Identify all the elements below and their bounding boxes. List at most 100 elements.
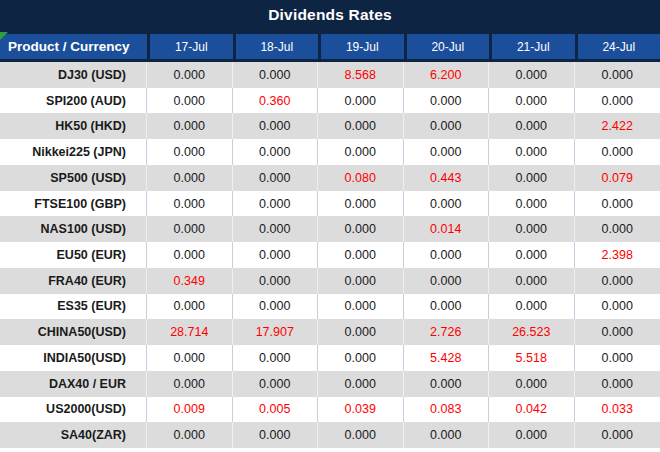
date-header-cell: 20-Jul	[404, 34, 490, 59]
value-cell: 2.726	[404, 319, 490, 345]
value-cell: 2.398	[575, 242, 660, 268]
value-cell: 0.000	[318, 422, 404, 448]
date-header-cell: 17-Jul	[147, 34, 233, 59]
value-cell: 0.000	[575, 371, 660, 397]
table-row: ES35 (EUR)0.0000.0000.0000.0000.0000.000	[0, 294, 660, 320]
value-cell: 0.000	[318, 113, 404, 139]
product-cell: US2000(USD)	[0, 397, 147, 423]
value-cell: 0.349	[147, 268, 233, 294]
table-row: DJ30 (USD)0.0000.0008.5686.2000.0000.000	[0, 62, 660, 88]
date-header-cell: 18-Jul	[233, 34, 319, 59]
table-row: HK50 (HKD)0.0000.0000.0000.0000.0002.422	[0, 113, 660, 139]
value-cell: 0.000	[404, 371, 490, 397]
product-cell: SP500 (USD)	[0, 165, 147, 191]
value-cell: 0.000	[318, 242, 404, 268]
value-cell: 0.000	[233, 113, 319, 139]
table-row: FRA40 (EUR)0.3490.0000.0000.0000.0000.00…	[0, 268, 660, 294]
value-cell: 0.042	[489, 397, 575, 423]
value-cell: 0.000	[489, 242, 575, 268]
value-cell: 0.000	[575, 216, 660, 242]
value-cell: 0.000	[575, 191, 660, 217]
table-row: EU50 (EUR)0.0000.0000.0000.0000.0002.398	[0, 242, 660, 268]
value-cell: 0.000	[147, 345, 233, 371]
value-cell: 0.000	[575, 62, 660, 88]
product-cell: Nikkei225 (JPN)	[0, 139, 147, 165]
value-cell: 0.033	[575, 397, 660, 423]
value-cell: 0.014	[404, 216, 490, 242]
value-cell: 0.000	[489, 88, 575, 114]
title-bar: Dividends Rates	[0, 0, 660, 30]
value-cell: 0.000	[404, 139, 490, 165]
value-cell: 0.000	[318, 319, 404, 345]
table-row: INDIA50(USD)0.0000.0000.0005.4285.5180.0…	[0, 345, 660, 371]
value-cell: 0.000	[147, 216, 233, 242]
date-header-cell: 21-Jul	[489, 34, 575, 59]
value-cell: 0.000	[147, 422, 233, 448]
table-row: US2000(USD)0.0090.0050.0390.0830.0420.03…	[0, 397, 660, 423]
value-cell: 0.000	[318, 345, 404, 371]
value-cell: 0.000	[233, 371, 319, 397]
value-cell: 0.005	[233, 397, 319, 423]
value-cell: 0.000	[404, 113, 490, 139]
table-body: DJ30 (USD)0.0000.0008.5686.2000.0000.000…	[0, 62, 660, 448]
value-cell: 0.000	[147, 294, 233, 320]
value-cell: 0.079	[575, 165, 660, 191]
value-cell: 28.714	[147, 319, 233, 345]
value-cell: 0.000	[575, 345, 660, 371]
value-cell: 0.000	[575, 294, 660, 320]
product-cell: ES35 (EUR)	[0, 294, 147, 320]
product-cell: FTSE100 (GBP)	[0, 191, 147, 217]
value-cell: 0.000	[489, 139, 575, 165]
value-cell: 0.000	[489, 422, 575, 448]
table-row: SP500 (USD)0.0000.0000.0800.4430.0000.07…	[0, 165, 660, 191]
value-cell: 26.523	[489, 319, 575, 345]
value-cell: 0.000	[489, 62, 575, 88]
value-cell: 0.000	[575, 319, 660, 345]
value-cell: 0.000	[489, 113, 575, 139]
value-cell: 0.000	[489, 294, 575, 320]
value-cell: 0.000	[147, 139, 233, 165]
value-cell: 0.000	[489, 216, 575, 242]
value-cell: 0.000	[318, 371, 404, 397]
value-cell: 0.000	[404, 422, 490, 448]
value-cell: 0.000	[318, 139, 404, 165]
product-cell: INDIA50(USD)	[0, 345, 147, 371]
value-cell: 0.000	[318, 88, 404, 114]
table-row: SPI200 (AUD)0.0000.3600.0000.0000.0000.0…	[0, 88, 660, 114]
value-cell: 0.000	[147, 113, 233, 139]
value-cell: 0.000	[233, 191, 319, 217]
value-cell: 2.422	[575, 113, 660, 139]
value-cell: 0.000	[233, 139, 319, 165]
table-row: CHINA50(USD)28.71417.9070.0002.72626.523…	[0, 319, 660, 345]
value-cell: 6.200	[404, 62, 490, 88]
value-cell: 0.000	[404, 191, 490, 217]
value-cell: 0.000	[233, 62, 319, 88]
value-cell: 0.009	[147, 397, 233, 423]
value-cell: 0.443	[404, 165, 490, 191]
value-cell: 0.000	[318, 268, 404, 294]
product-cell: DJ30 (USD)	[0, 62, 147, 88]
value-cell: 0.000	[489, 371, 575, 397]
value-cell: 0.000	[147, 88, 233, 114]
value-cell: 0.000	[318, 216, 404, 242]
date-header-cell: 24-Jul	[575, 34, 660, 59]
table-row: SA40(ZAR)0.0000.0000.0000.0000.0000.000	[0, 422, 660, 448]
value-cell: 0.083	[404, 397, 490, 423]
value-cell: 8.568	[318, 62, 404, 88]
table-row: DAX40 / EUR0.0000.0000.0000.0000.0000.00…	[0, 371, 660, 397]
date-header-cell: 19-Jul	[318, 34, 404, 59]
product-cell: EU50 (EUR)	[0, 242, 147, 268]
value-cell: 0.000	[233, 216, 319, 242]
value-cell: 0.000	[404, 294, 490, 320]
value-cell: 5.428	[404, 345, 490, 371]
value-cell: 0.000	[147, 62, 233, 88]
product-cell: HK50 (HKD)	[0, 113, 147, 139]
value-cell: 0.000	[147, 165, 233, 191]
dividends-rates-table: Dividends Rates Product / Currency 17-Ju…	[0, 0, 660, 452]
product-cell: SA40(ZAR)	[0, 422, 147, 448]
value-cell: 0.000	[233, 165, 319, 191]
value-cell: 0.000	[404, 242, 490, 268]
table-row: NAS100 (USD)0.0000.0000.0000.0140.0000.0…	[0, 216, 660, 242]
header-row: Product / Currency 17-Jul18-Jul19-Jul20-…	[0, 30, 660, 62]
product-cell: DAX40 / EUR	[0, 371, 147, 397]
